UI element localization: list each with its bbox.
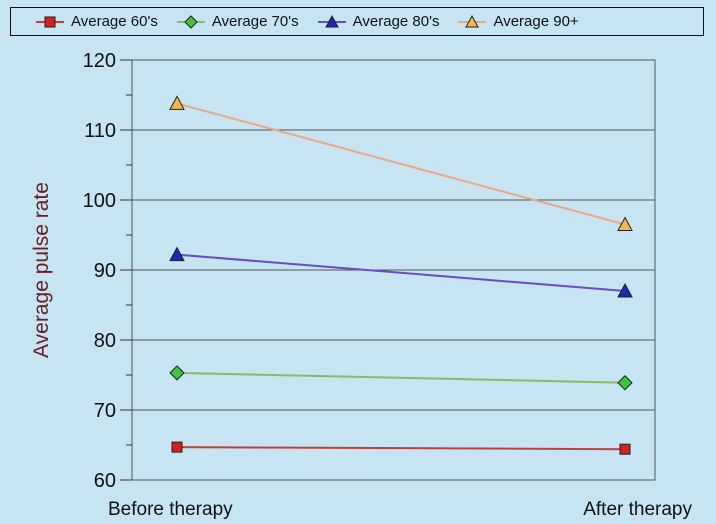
x-axis: Before therapy After therapy (108, 499, 692, 520)
y-axis: 60 70 80 90 100 110 120 (83, 50, 132, 492)
legend-label-80s: Average 80's (352, 13, 440, 30)
y-tick-label: 120 (83, 50, 116, 72)
series-3 (169, 95, 633, 231)
legend-swatch-70s (176, 14, 205, 29)
data-point (617, 216, 633, 231)
legend-label-90plus: Average 90+ (493, 13, 579, 30)
data-point (617, 374, 633, 391)
y-tick-label: 70 (94, 400, 116, 422)
series-line (176, 253, 626, 292)
series-1 (169, 365, 633, 391)
data-point (617, 282, 633, 298)
legend-swatch-90plus (458, 14, 487, 27)
data-point (169, 95, 185, 110)
data-point (171, 441, 183, 453)
y-tick-label: 110 (84, 120, 116, 142)
series-line (176, 102, 626, 226)
legend-label-70s: Average 70's (211, 13, 299, 30)
legend-label-60s: Average 60's (71, 13, 158, 30)
y-axis-label: Average pulse rate (30, 182, 53, 358)
y-tick-label: 60 (94, 470, 116, 492)
gridlines (132, 129, 655, 411)
series-2 (169, 246, 633, 298)
data-point (169, 246, 185, 262)
legend-item-80s: Average 80's (317, 13, 440, 30)
series-0 (171, 441, 631, 455)
series-line (176, 371, 626, 384)
data-point (619, 443, 631, 455)
legend-swatch-80s (317, 14, 346, 27)
legend-item-90plus: Average 90+ (457, 13, 579, 30)
x-tick-label: Before therapy (108, 499, 233, 520)
y-tick-label: 80 (94, 330, 116, 352)
y-tick-label: 100 (83, 190, 116, 212)
y-tick-label: 90 (94, 260, 116, 282)
series-line (176, 446, 626, 451)
series-group (169, 95, 633, 455)
data-point (169, 365, 185, 381)
legend-item-70s: Average 70's (176, 13, 299, 30)
legend-swatch-60s (36, 16, 64, 27)
x-tick-label: After therapy (583, 499, 692, 520)
legend-item-60s: Average 60's (35, 13, 158, 30)
legend: Average 60's Average 70's Average 80's A… (10, 7, 704, 36)
